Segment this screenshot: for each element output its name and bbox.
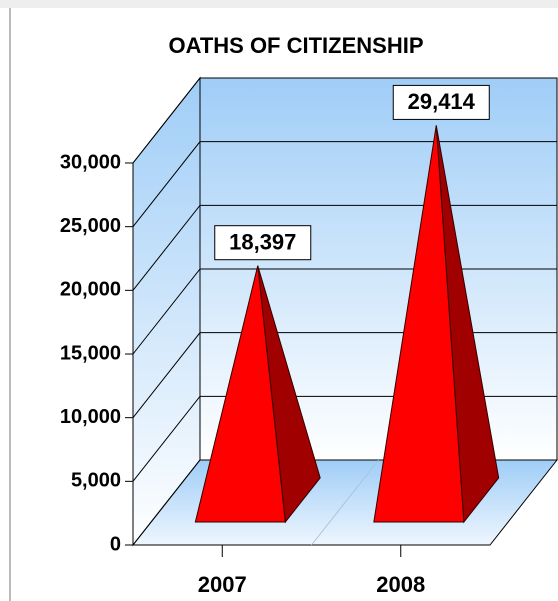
y-tick-label: 15,000 bbox=[60, 342, 121, 364]
value-label-box bbox=[392, 84, 490, 120]
grid-line bbox=[132, 77, 557, 164]
y-tick-label: 20,000 bbox=[60, 279, 121, 301]
pyramid-front bbox=[373, 125, 465, 523]
y-tick-label: 5,000 bbox=[71, 470, 121, 492]
x-tick-label: 2008 bbox=[376, 572, 425, 597]
value-label: 18,397 bbox=[229, 230, 296, 255]
y-tick-label: 10,000 bbox=[60, 406, 121, 428]
pyramid-front bbox=[194, 265, 286, 523]
value-label: 29,414 bbox=[408, 89, 476, 114]
y-tick-label: 30,000 bbox=[60, 151, 121, 173]
floor-divider bbox=[311, 459, 379, 546]
chart-title: OATHS OF CITIZENSHIP bbox=[168, 33, 423, 58]
top-strip bbox=[0, 0, 558, 8]
x-tick-label: 2007 bbox=[198, 572, 247, 597]
value-label-box bbox=[214, 225, 312, 261]
y-tick-label: 25,000 bbox=[60, 215, 121, 237]
y-tick-label: 0 bbox=[110, 533, 121, 555]
